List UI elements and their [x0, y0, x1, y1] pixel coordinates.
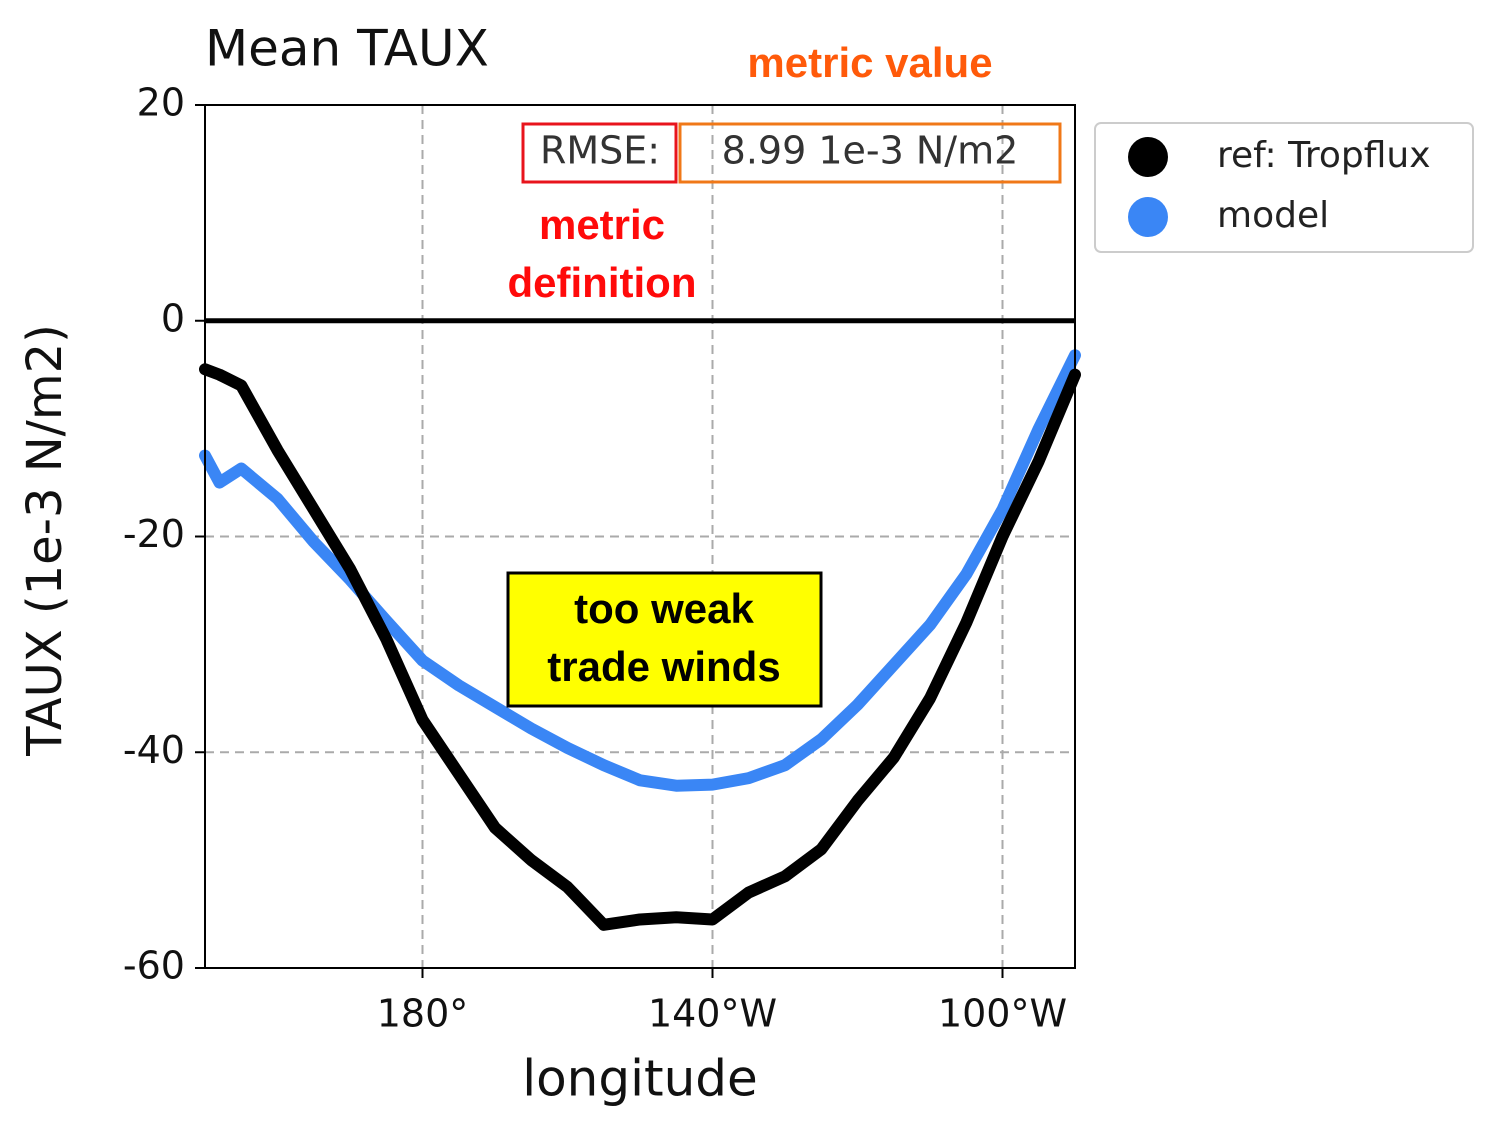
annotation-text: definition [508, 259, 697, 306]
legend-box [1094, 122, 1474, 253]
y-tick-label: -20 [123, 512, 185, 556]
annotation-text: metric value [747, 39, 992, 86]
x-tick-label: 140°W [648, 992, 777, 1036]
annotation-box [506, 571, 823, 708]
y-tick-label: 20 [137, 81, 185, 125]
y-tick-label: 0 [161, 296, 185, 340]
y-axis-label: TAUX (1e-3 N/m2) [17, 324, 73, 757]
x-tick-label: 180° [377, 992, 469, 1036]
annotation-text: too weak [574, 585, 754, 632]
line-series [199, 349, 1081, 792]
legend-swatch [1128, 137, 1168, 177]
plot-frame [204, 104, 1076, 969]
annotation-box [521, 122, 678, 184]
annotation-box [678, 122, 1062, 184]
y-tick-label: -60 [123, 944, 185, 988]
line-series [199, 363, 1081, 931]
y-tick-label: -40 [123, 728, 185, 772]
annotation-text: metric [539, 201, 665, 248]
x-tick-label: 100°W [938, 992, 1067, 1036]
legend-label: model [1217, 195, 1329, 236]
annotation-text: trade winds [547, 643, 780, 690]
annotation-text: RMSE: [540, 129, 660, 173]
legend-label: ref: Tropflux [1217, 135, 1431, 176]
annotation-text: 8.99 1e-3 N/m2 [722, 129, 1019, 173]
chart-title: Mean TAUX [205, 20, 489, 78]
x-axis-label: longitude [522, 1050, 758, 1108]
legend-swatch [1128, 197, 1168, 237]
